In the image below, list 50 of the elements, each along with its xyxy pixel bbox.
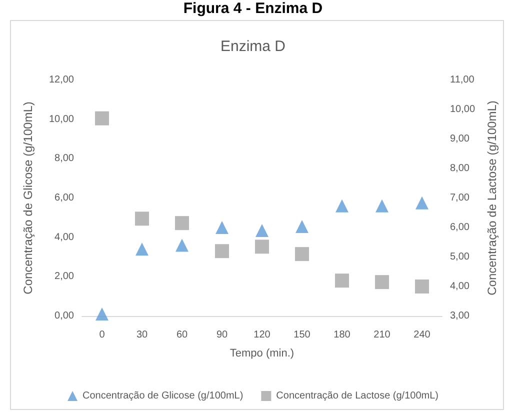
point	[376, 199, 388, 212]
point	[416, 196, 428, 210]
y-tick-label: 8,00	[54, 153, 74, 164]
y-tick-label: 6,00	[54, 192, 74, 204]
point	[135, 212, 149, 226]
y2-axis-title: Concentração de Lactose (g/100mL)	[485, 100, 499, 296]
y2-tick-label: 9,00	[450, 134, 470, 144]
x-tick-label: 120	[254, 330, 271, 340]
point	[136, 242, 148, 256]
x-tick-label: 150	[294, 330, 311, 340]
point	[336, 199, 348, 212]
x-tick-label: 90	[216, 330, 228, 340]
y-tick-label: 0,00	[54, 310, 74, 322]
point	[176, 238, 188, 252]
x-tick-label: 180	[334, 330, 351, 340]
point	[215, 244, 229, 258]
point	[415, 280, 429, 294]
x-tick-label: 210	[374, 330, 391, 340]
y-tick-label: 10,00	[48, 114, 74, 125]
y-axis-title: Concentração de Glicose (g/100mL)	[21, 102, 35, 294]
legend-label: Concentração de Lactose (g/100mL)	[276, 390, 438, 402]
point	[256, 224, 268, 237]
y2-tick-label: 7,00	[450, 192, 470, 204]
legend-label: Concentração de Glicose (g/100mL)	[82, 390, 244, 402]
point	[175, 216, 189, 230]
point	[335, 274, 349, 288]
y-tick-label: 4,00	[54, 232, 74, 243]
point	[216, 221, 228, 234]
point	[255, 240, 269, 254]
y-tick-label: 12,00	[48, 74, 74, 86]
x-tick-label: 0	[99, 330, 106, 340]
point	[96, 308, 108, 321]
y2-tick-label: 6,00	[450, 222, 470, 233]
y2-tick-label: 3,00	[450, 310, 470, 322]
point	[95, 111, 109, 126]
y-tick-label: 2,00	[54, 271, 74, 282]
x-tick-label: 240	[414, 330, 431, 340]
y2-tick-label: 11,00	[450, 74, 475, 86]
x-tick-label: 60	[176, 330, 188, 340]
point	[375, 275, 389, 290]
x-axis-title: Tempo (min.)	[230, 348, 294, 360]
text: Figura 4 - Enzima D	[182, 0, 324, 18]
chart-title: Enzima D	[220, 38, 286, 55]
x-tick-label: 30	[136, 330, 148, 340]
y2-tick-label: 8,00	[450, 163, 470, 174]
y2-tick-label: 10,00	[450, 104, 476, 115]
y2-tick-label: 5,00	[450, 252, 470, 262]
y2-tick-label: 4,00	[450, 281, 470, 292]
point	[296, 220, 308, 234]
point	[295, 247, 309, 262]
